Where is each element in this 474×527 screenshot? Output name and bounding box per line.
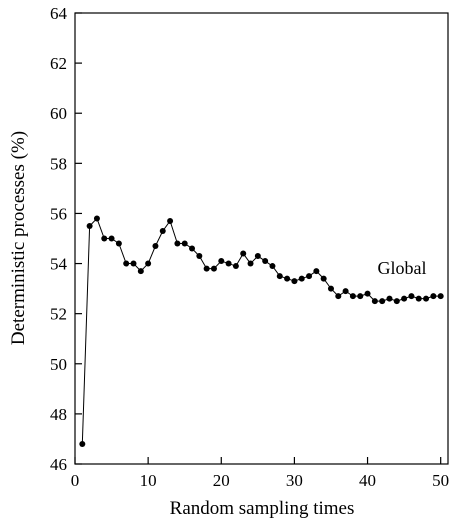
- point: [203, 265, 210, 272]
- point: [218, 258, 225, 265]
- point: [357, 293, 364, 300]
- point: [386, 295, 393, 302]
- x-tick-label: 0: [71, 471, 80, 490]
- x-axis-title: Random sampling times: [170, 498, 355, 519]
- point: [240, 250, 247, 257]
- point: [86, 222, 93, 229]
- point: [167, 217, 174, 224]
- plot-frame: [74, 12, 449, 465]
- x-tick-label: 50: [432, 471, 449, 490]
- point: [320, 275, 327, 282]
- point: [335, 293, 342, 300]
- point: [349, 293, 356, 300]
- point: [108, 235, 115, 242]
- point: [262, 258, 269, 265]
- point: [189, 245, 196, 252]
- point: [423, 295, 430, 302]
- line: [81, 217, 441, 444]
- y-tick-label: 48: [50, 405, 67, 424]
- point: [342, 288, 349, 295]
- point: [79, 440, 86, 447]
- x-tick-label: 40: [359, 471, 376, 490]
- x-tick-label: 10: [140, 471, 157, 490]
- point: [269, 263, 276, 270]
- point: [115, 240, 122, 247]
- point: [306, 273, 313, 280]
- point: [276, 273, 283, 280]
- point: [313, 268, 320, 275]
- point: [408, 293, 415, 300]
- y-tick-label: 58: [50, 154, 67, 173]
- annotation: Global: [378, 258, 427, 278]
- x-tick-label: 30: [286, 471, 303, 490]
- point: [327, 285, 334, 292]
- point: [159, 227, 166, 234]
- point: [379, 298, 386, 305]
- point: [401, 295, 408, 302]
- point: [437, 293, 444, 300]
- point: [152, 243, 159, 250]
- point: [196, 253, 203, 260]
- point: [210, 265, 217, 272]
- point: [371, 298, 378, 305]
- point: [174, 240, 181, 247]
- y-tick-label: 54: [50, 255, 68, 274]
- point: [101, 235, 108, 242]
- point: [225, 260, 232, 267]
- point: [181, 240, 188, 247]
- y-tick-label: 62: [50, 54, 67, 73]
- y-axis-title: Deterministic processes (%): [8, 131, 29, 345]
- x-tick-label: 20: [213, 471, 230, 490]
- point: [430, 293, 437, 300]
- y-tick-label: 50: [50, 355, 67, 374]
- point: [137, 268, 144, 275]
- y-tick-label: 46: [50, 455, 67, 474]
- y-tick-label: 64: [50, 4, 68, 23]
- point: [284, 275, 291, 282]
- y-tick-label: 56: [50, 204, 67, 223]
- point: [298, 275, 305, 282]
- point: [393, 298, 400, 305]
- point: [123, 260, 130, 267]
- point: [291, 278, 298, 285]
- point: [415, 295, 422, 302]
- point: [232, 263, 239, 270]
- point: [93, 215, 100, 222]
- point: [247, 260, 254, 267]
- point: [130, 260, 137, 267]
- y-tick-label: 60: [50, 104, 67, 123]
- point: [145, 260, 152, 267]
- point: [364, 290, 371, 297]
- point: [254, 253, 261, 260]
- y-tick-label: 52: [50, 305, 67, 324]
